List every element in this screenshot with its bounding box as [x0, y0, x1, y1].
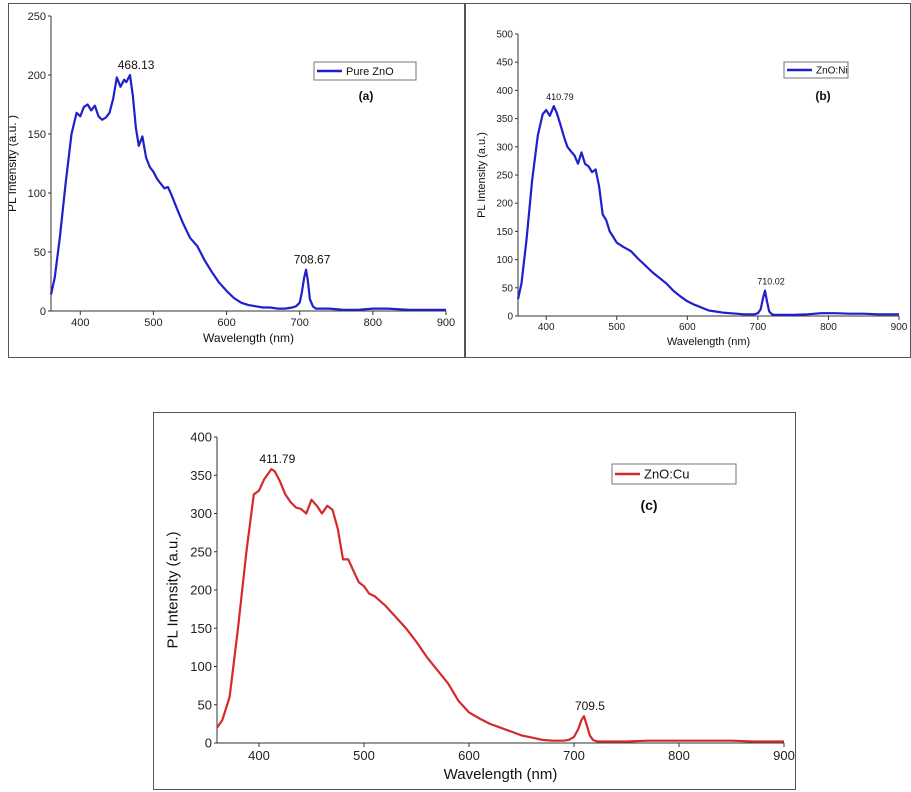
y-axis-label: PL Intensity (a.u. ) [9, 115, 19, 212]
x-tick-label: 600 [679, 322, 696, 333]
peak-annotation: 708.67 [294, 253, 331, 267]
y-tick-label: 200 [496, 199, 513, 210]
series-line [518, 106, 899, 315]
series-line [51, 75, 446, 310]
x-tick-label: 800 [820, 322, 837, 333]
x-tick-label: 800 [668, 748, 690, 763]
peak-annotation: 710.02 [757, 277, 785, 287]
legend-label: Pure ZnO [346, 66, 394, 78]
peak-annotation: 411.79 [259, 452, 295, 466]
x-tick-label: 900 [891, 322, 908, 333]
y-tick-label: 50 [502, 283, 514, 294]
y-tick-label: 350 [496, 114, 513, 125]
y-tick-label: 150 [190, 621, 212, 636]
x-tick-label: 400 [71, 317, 89, 329]
y-tick-label: 0 [507, 312, 513, 323]
x-axis-label: Wavelength (nm) [444, 766, 558, 783]
y-tick-label: 300 [190, 506, 212, 521]
x-tick-label: 700 [750, 322, 767, 333]
x-tick-label: 700 [563, 748, 585, 763]
y-tick-label: 100 [496, 255, 513, 266]
series-line [217, 469, 784, 741]
chart-panel-c: 400 500 600 700 800 900 0 50 100 150 200 250 300 350 4… [153, 412, 796, 790]
x-tick-label: 500 [353, 748, 375, 763]
x-tick-label: 800 [364, 317, 382, 329]
x-tick-label: 500 [144, 317, 162, 329]
peak-annotation: 468.13 [118, 58, 155, 72]
y-tick-label: 250 [496, 171, 513, 182]
chart-panel-b: 400 500 600 700 800 900 0 50 100 150 200 250 300 350 4… [465, 3, 911, 358]
legend-label: ZnO:Cu [644, 467, 690, 482]
x-tick-label: 500 [608, 322, 625, 333]
x-tick-label: 900 [773, 748, 795, 763]
x-axis-label: Wavelength (nm) [203, 331, 294, 345]
y-tick-label: 100 [28, 188, 46, 200]
y-tick-label: 0 [40, 306, 46, 318]
chart-b-svg: 400 500 600 700 800 900 0 50 100 150 200 250 300 350 4… [466, 4, 911, 359]
x-tick-label: 400 [538, 322, 555, 333]
y-tick-label: 150 [28, 129, 46, 141]
x-tick-label: 900 [437, 317, 455, 329]
x-tick-label: 400 [248, 748, 270, 763]
y-tick-label: 350 [190, 468, 212, 483]
x-tick-label: 700 [291, 317, 309, 329]
y-tick-label: 200 [190, 583, 212, 598]
chart-c-svg: 400 500 600 700 800 900 0 50 100 150 200 250 300 350 4… [154, 413, 797, 791]
x-tick-label: 600 [217, 317, 235, 329]
panel-tag: (a) [359, 89, 374, 103]
y-tick-label: 100 [190, 659, 212, 674]
y-tick-label: 300 [496, 142, 513, 153]
panel-tag: (b) [815, 89, 830, 103]
y-tick-label: 400 [190, 430, 212, 445]
x-axis-label: Wavelength (nm) [667, 336, 750, 348]
y-tick-label: 500 [496, 30, 513, 41]
y-tick-label: 50 [198, 697, 212, 712]
y-tick-label: 450 [496, 58, 513, 69]
chart-a-svg: 400 500 600 700 800 900 0 50 100 150 200 250 Wavelen… [9, 4, 466, 359]
y-tick-label: 250 [190, 544, 212, 559]
y-tick-label: 400 [496, 86, 513, 97]
y-tick-label: 0 [205, 736, 212, 751]
panel-tag: (c) [640, 497, 657, 513]
y-tick-label: 150 [496, 227, 513, 238]
chart-panel-a: 400 500 600 700 800 900 0 50 100 150 200 250 Wavelen… [8, 3, 465, 358]
y-tick-label: 50 [34, 247, 46, 259]
y-axis-label: PL Intensity (a.u.) [164, 531, 181, 648]
y-tick-label: 250 [28, 11, 46, 23]
legend-label: ZnO:Ni [816, 66, 848, 77]
peak-annotation: 709.5 [575, 699, 605, 713]
x-tick-label: 600 [458, 748, 480, 763]
y-axis-label: PL Intensity (a.u.) [476, 132, 488, 218]
peak-annotation: 410.79 [546, 92, 574, 102]
y-tick-label: 200 [28, 70, 46, 82]
